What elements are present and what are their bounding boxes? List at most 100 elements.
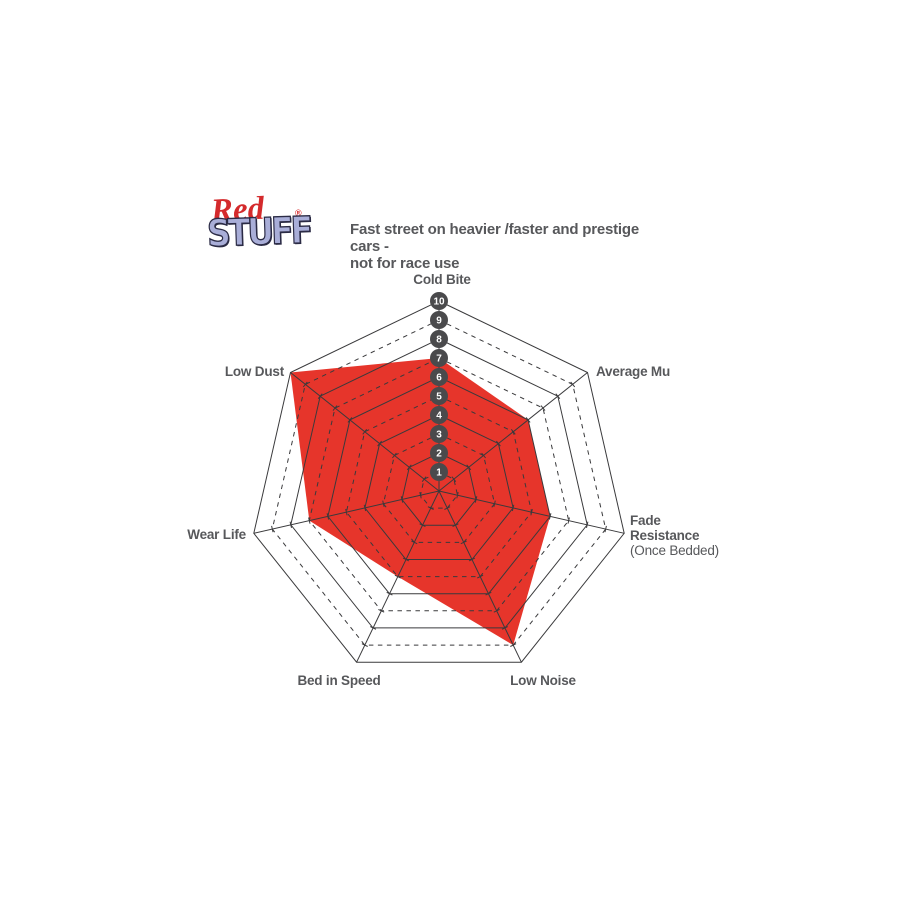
- spoke-tick: [362, 428, 368, 435]
- spoke-tick: [361, 643, 368, 647]
- scale-badge-label-8: 8: [436, 335, 442, 346]
- scale-badges: 1 2 3 4 5 6 7 8 9 10: [430, 292, 448, 481]
- grid-ring-4: [364, 414, 514, 560]
- scale-badge-label-10: 10: [433, 297, 445, 308]
- spoke-tick: [567, 517, 570, 524]
- scale-badge-9: [430, 311, 448, 329]
- spoke-tick: [474, 496, 478, 503]
- scale-badge-6: [430, 368, 448, 386]
- radar-data-polygon: [290, 358, 551, 646]
- axis-label-fade-line3: (Once Bedded): [630, 543, 719, 558]
- spoke-tick: [511, 504, 515, 512]
- spoke-tick: [525, 417, 531, 423]
- spoke-tick: [555, 393, 561, 400]
- scale-badge-label-6: 6: [436, 373, 442, 384]
- spoke-tick: [496, 440, 501, 447]
- scale-badge-4: [430, 406, 448, 424]
- spoke-tick: [586, 521, 589, 529]
- scale-badge-label-3: 3: [436, 430, 442, 441]
- grid-ring-2: [401, 452, 477, 526]
- scale-badge-5: [430, 387, 448, 405]
- scale-badge-3: [430, 425, 448, 443]
- spoke-tick: [411, 540, 418, 545]
- spoke-tick: [481, 452, 486, 459]
- scale-badge-7: [430, 349, 448, 367]
- spoke-tick: [347, 417, 353, 423]
- spoke-tick: [456, 491, 459, 499]
- spoke-tick: [332, 405, 338, 411]
- axis-label-bed-in-speed: Bed in Speed: [297, 673, 381, 688]
- spoke-tick: [548, 513, 552, 520]
- axis-label-fade-resistance: Fade Resistance (Once Bedded): [630, 513, 719, 558]
- spoke-tick: [451, 476, 457, 483]
- axis-label-average-mu: Average Mu: [596, 364, 671, 379]
- spoke-tick: [540, 405, 546, 411]
- scale-badge-1: [430, 463, 448, 481]
- redstuff-logo: Red ® STUFF: [205, 191, 315, 274]
- spoke-tick: [302, 381, 308, 388]
- spoke-tick: [386, 591, 393, 596]
- spoke-tick: [452, 523, 459, 528]
- scale-badge-label-9: 9: [436, 316, 442, 327]
- spoke-tick: [377, 440, 382, 447]
- spoke-tick: [400, 496, 404, 503]
- product-description: Fast street on heavier /faster and prest…: [350, 221, 640, 272]
- grid-ring-5: [345, 395, 533, 578]
- spoke-tick: [485, 591, 492, 596]
- grid-ring-6: [327, 376, 551, 595]
- grid-ring-10: [253, 300, 625, 663]
- spoke-tick: [493, 608, 500, 613]
- spoke-tick: [308, 517, 311, 524]
- axis-label-low-noise: Low Noise: [510, 673, 576, 688]
- spoke-tick: [477, 574, 484, 579]
- scale-badge-2: [430, 444, 448, 462]
- grid-ring-3: [382, 433, 496, 543]
- axis-label-fade-line2: Resistance: [630, 528, 700, 543]
- grid-ring-8: [290, 338, 588, 629]
- spoke-tick: [402, 557, 410, 562]
- spoke-tick: [317, 393, 323, 400]
- spoke-tick: [271, 525, 274, 533]
- axis-label-low-dust: Low Dust: [224, 364, 284, 379]
- scale-badge-8: [430, 330, 448, 348]
- spoke-tick: [289, 521, 292, 529]
- spoke-tick: [419, 523, 426, 528]
- spoke-tick: [378, 608, 385, 613]
- spoke-tick: [382, 500, 385, 507]
- spoke-tick: [570, 381, 576, 388]
- spoke-tick: [392, 452, 397, 459]
- spoke-tick: [530, 508, 533, 516]
- spoke-tick: [501, 626, 509, 630]
- spoke-tick: [326, 513, 330, 520]
- scale-badge-label-1: 1: [436, 468, 442, 479]
- spoke-tick: [421, 476, 427, 483]
- spoke-tick: [369, 626, 377, 630]
- scale-badge-label-2: 2: [436, 449, 442, 460]
- grid-ring-9: [271, 319, 607, 646]
- axis-label-wear-life: Wear Life: [187, 527, 246, 542]
- spoke-tick: [419, 491, 422, 499]
- axis-label-fade-line1: Fade: [630, 513, 661, 528]
- spoke-tick: [510, 428, 516, 435]
- spoke-tick: [363, 504, 367, 512]
- registered-trademark-icon: ®: [295, 208, 302, 218]
- spoke-tick: [468, 557, 476, 562]
- spoke-tick: [493, 500, 496, 507]
- scale-badge-label-5: 5: [436, 392, 442, 403]
- axis-label-cold-bite: Cold Bite: [413, 272, 471, 287]
- scale-badge-label-7: 7: [436, 354, 442, 365]
- grid-rings: [253, 300, 625, 663]
- spoke-tick: [406, 464, 412, 471]
- spoke-tick: [345, 508, 348, 516]
- spoke-tick: [460, 540, 467, 545]
- spoke-tick: [394, 574, 401, 579]
- scale-badge-10: [430, 292, 448, 310]
- spoke-tick: [444, 506, 451, 510]
- spoke-tick: [604, 525, 607, 533]
- spoke-tick: [466, 464, 472, 471]
- scale-badge-label-4: 4: [436, 411, 442, 422]
- spoke-tick: [510, 643, 517, 647]
- grid-ring-1: [419, 471, 459, 509]
